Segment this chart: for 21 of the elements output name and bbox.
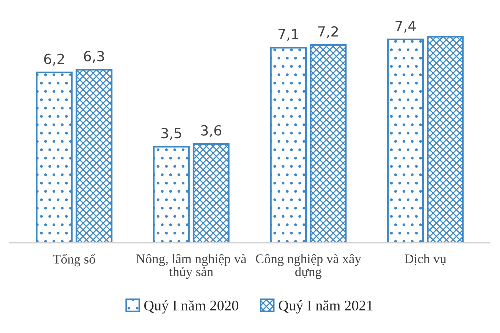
x-tick-label: Nông, lâm nghiệp và thủy sản: [136, 254, 247, 280]
data-label: 7,1: [278, 29, 298, 42]
data-label: 3,6: [201, 125, 222, 138]
bar: [153, 146, 190, 244]
bar: [310, 44, 347, 244]
bar: [387, 38, 424, 244]
bar: [270, 47, 308, 244]
data-label: 7,4: [396, 21, 416, 33]
x-tick-label: Tổng số: [53, 254, 96, 267]
legend-label: Quý I năm 2021: [279, 300, 373, 314]
data-label: 6,3: [84, 51, 104, 64]
x-tick-label: Công nghiệp và xây dựng: [256, 254, 362, 280]
legend-label: Quý I năm 2020: [144, 300, 239, 314]
bar: [76, 69, 113, 244]
data-label: 3,5: [162, 128, 182, 140]
bar: [192, 143, 230, 244]
data-label: 6,2: [44, 54, 64, 66]
x-tick-label: Dịch vụ: [404, 254, 446, 266]
bar: [36, 72, 73, 244]
bar: [427, 36, 464, 244]
data-label: 7,2: [318, 26, 338, 38]
